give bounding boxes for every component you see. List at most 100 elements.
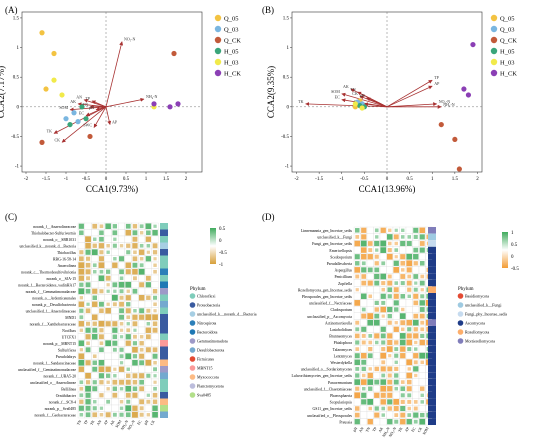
corr-square: [98, 320, 105, 327]
corr-square: [413, 360, 418, 365]
heat-cell: [373, 398, 381, 406]
corr-square: [139, 347, 144, 352]
corr-square: [112, 224, 118, 229]
heat-cell: [151, 281, 159, 289]
corr-square: [105, 412, 111, 418]
env-arrow-label: TK: [298, 99, 303, 104]
corr-square: [406, 253, 413, 260]
corr-square: [139, 412, 144, 417]
env-arrow-label: TN: [83, 102, 88, 107]
heat-cell: [104, 313, 112, 321]
corr-square: [79, 315, 84, 320]
corr-square: [400, 386, 406, 391]
corr-square: [407, 235, 412, 239]
corr-square: [419, 418, 426, 425]
corr-square: [361, 227, 367, 233]
heat-cell: [84, 352, 92, 360]
corr-square: [374, 267, 380, 273]
corr-square: [406, 419, 412, 425]
phylum-bar-cell: [160, 346, 168, 353]
env-arrow-label: pH: [89, 105, 94, 110]
env-arrow-label: EC: [335, 95, 340, 100]
corr-square: [145, 223, 152, 230]
phylum-legend-label: Basidiomycota: [465, 294, 489, 299]
col-label: TP: [372, 427, 378, 433]
corr-square: [380, 366, 386, 372]
corr-square: [119, 412, 124, 417]
corr-square: [374, 280, 380, 286]
heat-cell: [373, 345, 381, 353]
corr-square: [354, 228, 360, 233]
heat-cell: [144, 365, 152, 373]
corr-square: [99, 393, 104, 398]
heat-cell: [124, 359, 132, 367]
corr-square: [381, 413, 385, 417]
corr-square: [106, 283, 110, 287]
corr-square: [132, 268, 138, 275]
heatmap-d: Linnemannia_gen_Incertae_sedis unclassifi…: [291, 226, 519, 438]
heat-cell: [131, 294, 139, 302]
corr-square: [145, 256, 151, 262]
corr-square: [361, 386, 366, 391]
phylum-bar-cell: [428, 365, 436, 373]
phylum-bar-cell: [160, 340, 168, 347]
phylum-bar-cell: [428, 279, 436, 287]
corr-square: [373, 319, 380, 326]
corr-square: [112, 379, 118, 385]
corr-square: [400, 399, 405, 404]
corr-square: [361, 307, 366, 312]
corr-square: [407, 294, 411, 299]
corr-square: [361, 280, 367, 286]
corr-square: [132, 354, 138, 359]
corr-square: [361, 340, 366, 345]
corr-square: [374, 228, 379, 233]
corr-square: [368, 248, 373, 253]
y-tick-label: -1: [15, 165, 20, 170]
corr-square: [354, 406, 360, 411]
corr-square: [113, 374, 117, 378]
sample-point: [465, 92, 472, 98]
corr-square: [355, 320, 360, 325]
corr-square: [92, 366, 98, 372]
corr-square: [374, 300, 379, 305]
corr-square: [139, 282, 145, 288]
heat-cell: [77, 242, 85, 250]
heat-cell: [91, 274, 99, 282]
corr-square: [139, 353, 145, 359]
phylum-bar-cell: [428, 299, 436, 307]
phylum-legend-marker: [457, 293, 464, 299]
corr-square: [152, 314, 158, 321]
phylum-bar-cell: [160, 223, 168, 230]
row-label: Westerdykella: [330, 361, 352, 365]
corr-square: [413, 261, 418, 266]
legend-marker: [490, 69, 498, 77]
legend-label: H_05: [500, 49, 514, 56]
panel-d-label: (D): [262, 212, 275, 222]
sample-point: [71, 110, 77, 116]
heat-cell: [91, 339, 99, 347]
corr-square: [152, 243, 158, 249]
corr-square: [92, 386, 98, 392]
corr-square: [393, 326, 399, 332]
corr-square: [393, 287, 399, 293]
cca-plot-b: -2 -1.5 -1 -0.5 0 0.5 1 1.5 2 1.5 1 0.5 0 -0.5 -1 CCA1(…: [266, 11, 517, 194]
heat-cell: [124, 274, 132, 282]
env-arrow: [386, 85, 433, 108]
corr-square: [381, 287, 386, 292]
corr-square: [92, 295, 97, 300]
heat-cell: [366, 286, 374, 294]
phylum-bar-cell: [160, 268, 168, 275]
heat-cell: [360, 286, 368, 294]
sample-point: [59, 92, 65, 98]
corr-square: [407, 406, 411, 411]
heat-cell: [399, 286, 407, 294]
phylum-bar-cell: [160, 301, 168, 308]
corr-square: [406, 260, 413, 267]
col-label: AN: [96, 419, 102, 426]
y-tick-label: 1.5: [13, 16, 20, 21]
corr-square: [111, 294, 118, 301]
heat-cell: [360, 299, 368, 307]
corr-square: [367, 419, 373, 425]
corr-square: [112, 386, 118, 391]
corr-square: [126, 250, 131, 255]
